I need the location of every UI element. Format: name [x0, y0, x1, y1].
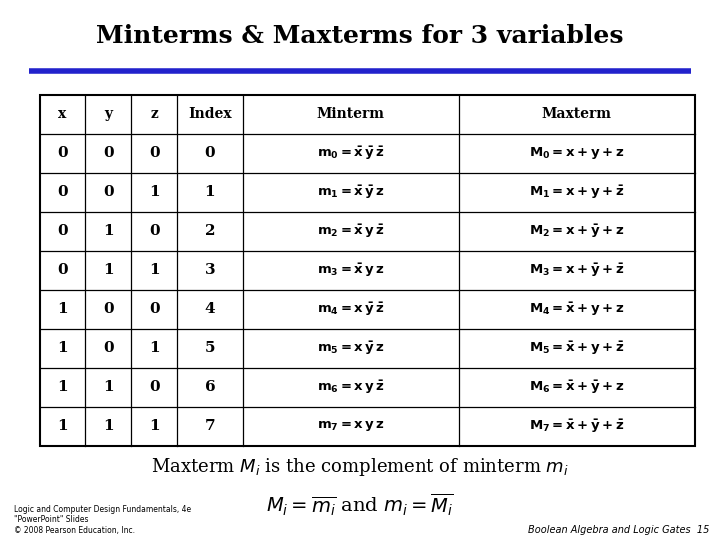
Text: 0: 0 — [57, 224, 68, 238]
Text: $\mathbf{m_1 = \bar{x}\,\bar{y}\,z}$: $\mathbf{m_1 = \bar{x}\,\bar{y}\,z}$ — [317, 184, 384, 200]
Text: 4: 4 — [204, 302, 215, 316]
Text: 0: 0 — [103, 341, 114, 355]
Text: 1: 1 — [103, 224, 114, 238]
Text: 1: 1 — [103, 263, 114, 277]
Text: 3: 3 — [204, 263, 215, 277]
Text: 0: 0 — [204, 146, 215, 160]
Text: Minterms & Maxterms for 3 variables: Minterms & Maxterms for 3 variables — [96, 24, 624, 48]
Text: Maxterm $M_i$ is the complement of minterm $m_i$: Maxterm $M_i$ is the complement of minte… — [151, 456, 569, 478]
Text: $\mathbf{M_2 = x + \bar{y} + z}$: $\mathbf{M_2 = x + \bar{y} + z}$ — [529, 222, 624, 240]
Text: $\mathbf{m_4 = x\,\bar{y}\,\bar{z}}$: $\mathbf{m_4 = x\,\bar{y}\,\bar{z}}$ — [317, 300, 384, 318]
Text: $\mathbf{M_3 = x + \bar{y} + \bar{z}}$: $\mathbf{M_3 = x + \bar{y} + \bar{z}}$ — [529, 261, 624, 279]
Text: $\mathbf{m_2 = \bar{x}\,y\,\bar{z}}$: $\mathbf{m_2 = \bar{x}\,y\,\bar{z}}$ — [317, 222, 384, 240]
Text: 0: 0 — [57, 146, 68, 160]
Text: $\mathbf{m_3 = \bar{x}\,y\,z}$: $\mathbf{m_3 = \bar{x}\,y\,z}$ — [317, 261, 384, 279]
Text: $\mathbf{M_5 = \bar{x} + y + \bar{z}}$: $\mathbf{M_5 = \bar{x} + y + \bar{z}}$ — [529, 340, 624, 356]
Text: $\mathbf{M_1 = x + y + \bar{z}}$: $\mathbf{M_1 = x + y + \bar{z}}$ — [529, 184, 624, 200]
Text: 1: 1 — [57, 341, 68, 355]
Text: 1: 1 — [103, 380, 114, 394]
Text: $M_i = \overline{m_i}$ and $m_i = \overline{M_i}$: $M_i = \overline{m_i}$ and $m_i = \overl… — [266, 491, 454, 518]
Text: 1: 1 — [149, 341, 160, 355]
Text: 0: 0 — [103, 302, 114, 316]
Text: $\mathbf{m_0 = \bar{x}\,\bar{y}\,\bar{z}}$: $\mathbf{m_0 = \bar{x}\,\bar{y}\,\bar{z}… — [317, 144, 384, 161]
Text: Maxterm: Maxterm — [542, 107, 612, 121]
Text: $\mathbf{m_7 = x\,y\,z}$: $\mathbf{m_7 = x\,y\,z}$ — [317, 419, 384, 433]
Text: 0: 0 — [149, 146, 160, 160]
Text: 0: 0 — [149, 224, 160, 238]
Text: Minterm: Minterm — [317, 107, 384, 121]
Text: y: y — [104, 107, 112, 121]
Text: 0: 0 — [103, 185, 114, 199]
Text: $\mathbf{m_5 = x\,\bar{y}\,z}$: $\mathbf{m_5 = x\,\bar{y}\,z}$ — [317, 340, 384, 356]
Text: 0: 0 — [149, 302, 160, 316]
Text: 1: 1 — [57, 380, 68, 394]
Text: z: z — [150, 107, 158, 121]
Text: 1: 1 — [149, 263, 160, 277]
Text: $\mathbf{M_6 = \bar{x} + \bar{y} + z}$: $\mathbf{M_6 = \bar{x} + \bar{y} + z}$ — [529, 379, 624, 396]
Text: $\mathbf{M_4 = \bar{x} + y + z}$: $\mathbf{M_4 = \bar{x} + y + z}$ — [529, 300, 624, 318]
Text: 0: 0 — [149, 380, 160, 394]
Text: 1: 1 — [149, 419, 160, 433]
Bar — [40, 94, 695, 445]
Text: 0: 0 — [103, 146, 114, 160]
Text: $\mathbf{m_6 = x\,y\,\bar{z}}$: $\mathbf{m_6 = x\,y\,\bar{z}}$ — [317, 379, 384, 396]
Text: 1: 1 — [149, 185, 160, 199]
Text: $\mathbf{M_7 = \bar{x} + \bar{y} + \bar{z}}$: $\mathbf{M_7 = \bar{x} + \bar{y} + \bar{… — [529, 417, 624, 435]
Text: Boolean Algebra and Logic Gates  15: Boolean Algebra and Logic Gates 15 — [528, 524, 709, 535]
Text: 0: 0 — [57, 185, 68, 199]
Text: 0: 0 — [57, 263, 68, 277]
Text: 1: 1 — [57, 419, 68, 433]
Text: 6: 6 — [204, 380, 215, 394]
Text: 2: 2 — [204, 224, 215, 238]
Text: 5: 5 — [204, 341, 215, 355]
Text: $\mathbf{M_0 = x + y + z}$: $\mathbf{M_0 = x + y + z}$ — [529, 145, 624, 161]
Text: Index: Index — [188, 107, 232, 121]
Text: x: x — [58, 107, 67, 121]
Text: 7: 7 — [204, 419, 215, 433]
Text: Logic and Computer Design Fundamentals, 4e
"PowerPoint" Slides
© 2008 Pearson Ed: Logic and Computer Design Fundamentals, … — [14, 505, 192, 535]
Text: 1: 1 — [57, 302, 68, 316]
Text: 1: 1 — [204, 185, 215, 199]
Text: 1: 1 — [103, 419, 114, 433]
